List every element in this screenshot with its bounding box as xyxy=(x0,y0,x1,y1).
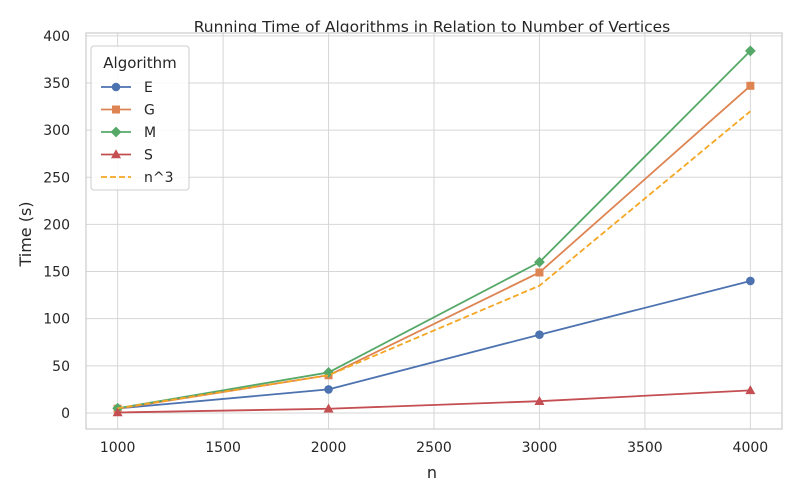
legend-item-n-3: n^3 xyxy=(101,170,174,186)
legend-label: S xyxy=(144,148,153,164)
y-axis-ticks: 0 50 100 150 200 250 300 350 400 xyxy=(43,29,70,422)
legend-marker xyxy=(112,105,120,114)
legend-item-e: E xyxy=(101,80,153,96)
x-axis-label: n xyxy=(427,463,437,482)
legend-item-s: S xyxy=(101,148,153,164)
x-axis-ticks: 1000 1500 2000 2500 3000 3500 4000 xyxy=(100,440,768,456)
legend-marker xyxy=(111,149,121,159)
legend-item-m: M xyxy=(101,125,156,141)
data-point-s xyxy=(323,403,334,413)
legend-title: Algorithm xyxy=(103,54,176,72)
series-line-m xyxy=(117,50,752,410)
y-tick-label: 150 xyxy=(43,265,70,281)
data-point-s xyxy=(534,395,545,405)
data-point-e xyxy=(746,276,755,286)
y-tick-label: 400 xyxy=(43,29,70,45)
data-point-e xyxy=(324,385,333,394)
series-line-n-3 xyxy=(117,110,751,410)
series-s xyxy=(112,385,756,417)
y-tick-label: 50 xyxy=(52,359,70,375)
data-point-m xyxy=(744,45,756,57)
x-tick-label: 3500 xyxy=(627,440,663,456)
plot-frame xyxy=(85,32,783,430)
data-point-s xyxy=(745,385,756,395)
legend-label: G xyxy=(144,103,155,119)
y-tick-label: 250 xyxy=(43,170,70,186)
y-axis-label: Time (s) xyxy=(16,201,35,267)
legend-label: n^3 xyxy=(144,170,174,186)
x-tick-label: 1000 xyxy=(100,440,136,456)
data-point-s xyxy=(112,407,123,417)
series-n-3 xyxy=(117,110,751,410)
series-layer xyxy=(112,45,756,417)
data-point-e xyxy=(535,330,544,340)
data-point-g xyxy=(746,81,755,90)
y-tick-label: 200 xyxy=(43,217,70,233)
plot-area xyxy=(85,32,783,430)
y-tick-label: 300 xyxy=(43,123,70,139)
x-tick-label: 3000 xyxy=(522,440,558,456)
legend-marker xyxy=(110,126,122,138)
y-tick-label: 0 xyxy=(61,406,70,422)
legend-label: M xyxy=(144,125,156,141)
series-line-e xyxy=(117,280,751,410)
x-tick-label: 1500 xyxy=(205,440,241,456)
y-tick-label: 350 xyxy=(43,76,70,92)
data-point-g xyxy=(535,268,544,277)
data-point-m xyxy=(534,256,545,268)
chart-title: Running Time of Algorithms in Relation t… xyxy=(194,18,671,36)
x-tick-label: 2500 xyxy=(416,440,452,456)
y-tick-label: 100 xyxy=(43,312,70,328)
x-tick-label: 2000 xyxy=(311,440,347,456)
grid xyxy=(86,33,782,429)
x-tick-label: 4000 xyxy=(733,440,769,456)
legend-marker xyxy=(111,82,121,92)
legend-label: E xyxy=(144,80,153,96)
series-line-g xyxy=(117,85,751,410)
series-line-s xyxy=(117,389,751,414)
legend-item-g: G xyxy=(101,103,155,119)
